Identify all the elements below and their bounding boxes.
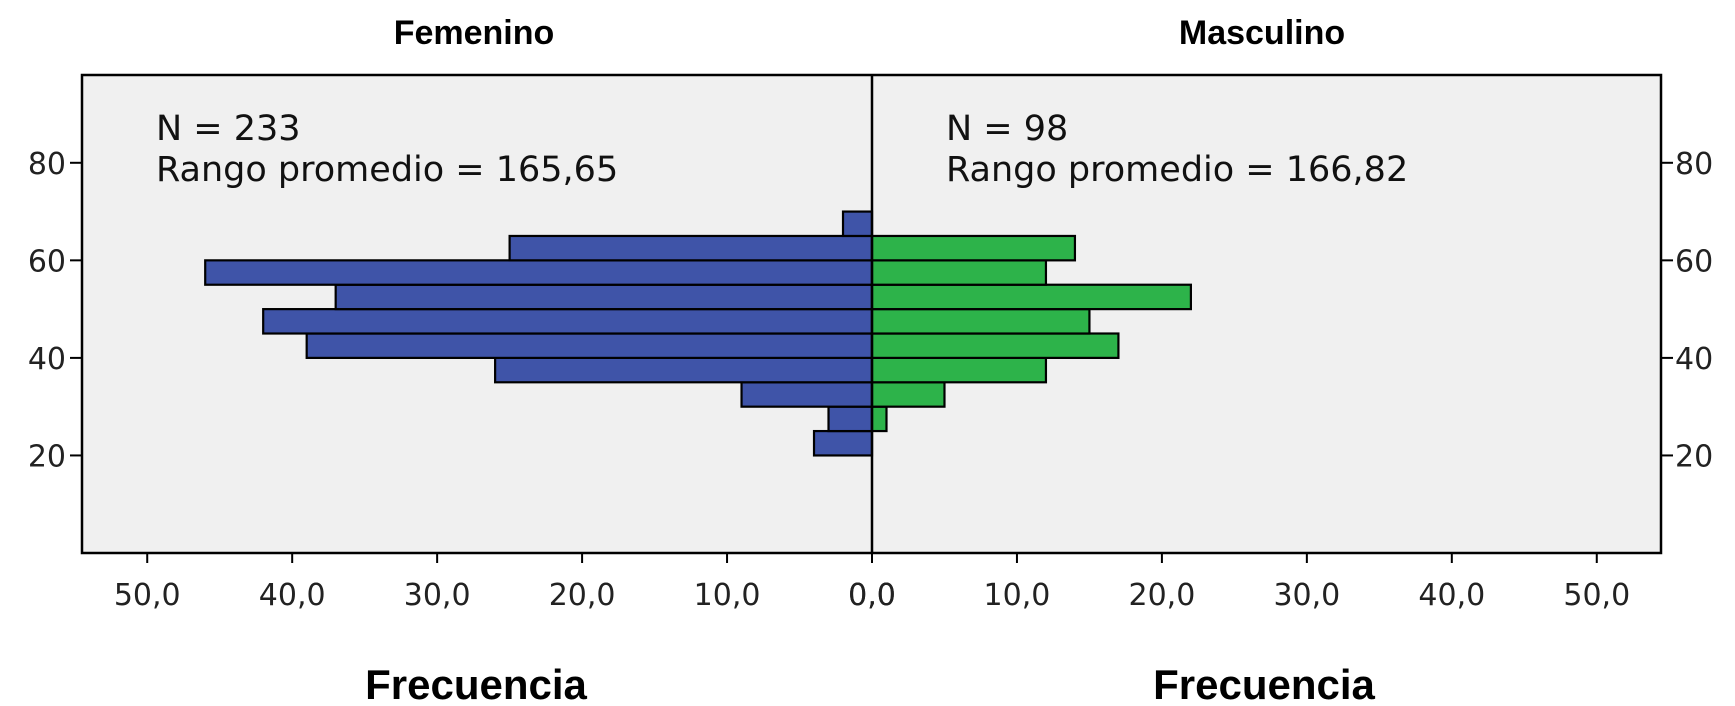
- x-tick-label-left-50: 50,0: [114, 578, 181, 613]
- bar-masculino-50-55: [870, 283, 1192, 311]
- panel-title-masculino: Masculino: [1179, 14, 1345, 52]
- bar-masculino-60-65: [870, 234, 1077, 262]
- bar-masculino-35-40: [870, 356, 1048, 384]
- y-tick-label-right-80: 80: [1675, 147, 1713, 182]
- xaxis-label-left: Frecuencia: [365, 661, 587, 706]
- x-tick-label-right-30: 30,0: [1273, 578, 1340, 613]
- y-tick-label-left-80: 80: [28, 147, 66, 182]
- stat-n-femenino: N = 233: [156, 109, 301, 149]
- x-tick-label-right-40: 40,0: [1418, 578, 1485, 613]
- y-tick-label-left-60: 60: [28, 244, 66, 279]
- bar-femenino-60-65: [508, 234, 874, 262]
- x-tick-label-right-50: 50,0: [1563, 578, 1630, 613]
- x-tick-label-right-10: 10,0: [984, 578, 1051, 613]
- bar-masculino-55-60: [870, 259, 1048, 286]
- y-tick-label-right-40: 40: [1675, 342, 1713, 377]
- stat-n-masculino: N = 98: [946, 109, 1068, 149]
- x-tick-label-left-30: 30,0: [404, 578, 471, 613]
- x-tick-label-left-10: 10,0: [694, 578, 761, 613]
- bar-masculino-45-50: [870, 308, 1091, 335]
- x-tick-label-left-20: 20,0: [549, 578, 616, 613]
- y-tick-label-right-60: 60: [1675, 244, 1713, 279]
- bar-femenino-45-50: [262, 308, 874, 335]
- y-tick-label-left-40: 40: [28, 342, 66, 377]
- x-tick-label-left-40: 40,0: [259, 578, 326, 613]
- stat-rank-femenino: Rango promedio = 165,65: [156, 150, 618, 190]
- stat-rank-masculino: Rango promedio = 166,82: [946, 150, 1408, 190]
- bar-masculino-30-35: [870, 381, 946, 408]
- x-tick-label-right-20: 20,0: [1129, 578, 1196, 613]
- bars-layer: [204, 210, 1192, 457]
- bar-femenino-25-30: [827, 405, 874, 433]
- bar-femenino-40-45: [305, 332, 874, 359]
- bar-femenino-30-35: [740, 381, 874, 408]
- bar-femenino-20-25: [812, 429, 874, 457]
- y-tick-label-left-20: 20: [28, 439, 66, 474]
- x-tick-label-right-0: 0,0: [848, 578, 896, 613]
- bar-femenino-50-55: [334, 283, 874, 311]
- x-tick-label-left-0: 0,0: [848, 578, 896, 613]
- bar-masculino-25-30: [870, 405, 888, 433]
- xaxis-label-right: Frecuencia: [1153, 661, 1375, 706]
- bar-femenino-65-70: [841, 210, 874, 238]
- panel-title-femenino: Femenino: [394, 14, 555, 52]
- bar-femenino-55-60: [204, 259, 874, 286]
- bar-femenino-35-40: [494, 356, 874, 384]
- y-tick-label-right-20: 20: [1675, 439, 1713, 474]
- bar-masculino-40-45: [870, 332, 1120, 359]
